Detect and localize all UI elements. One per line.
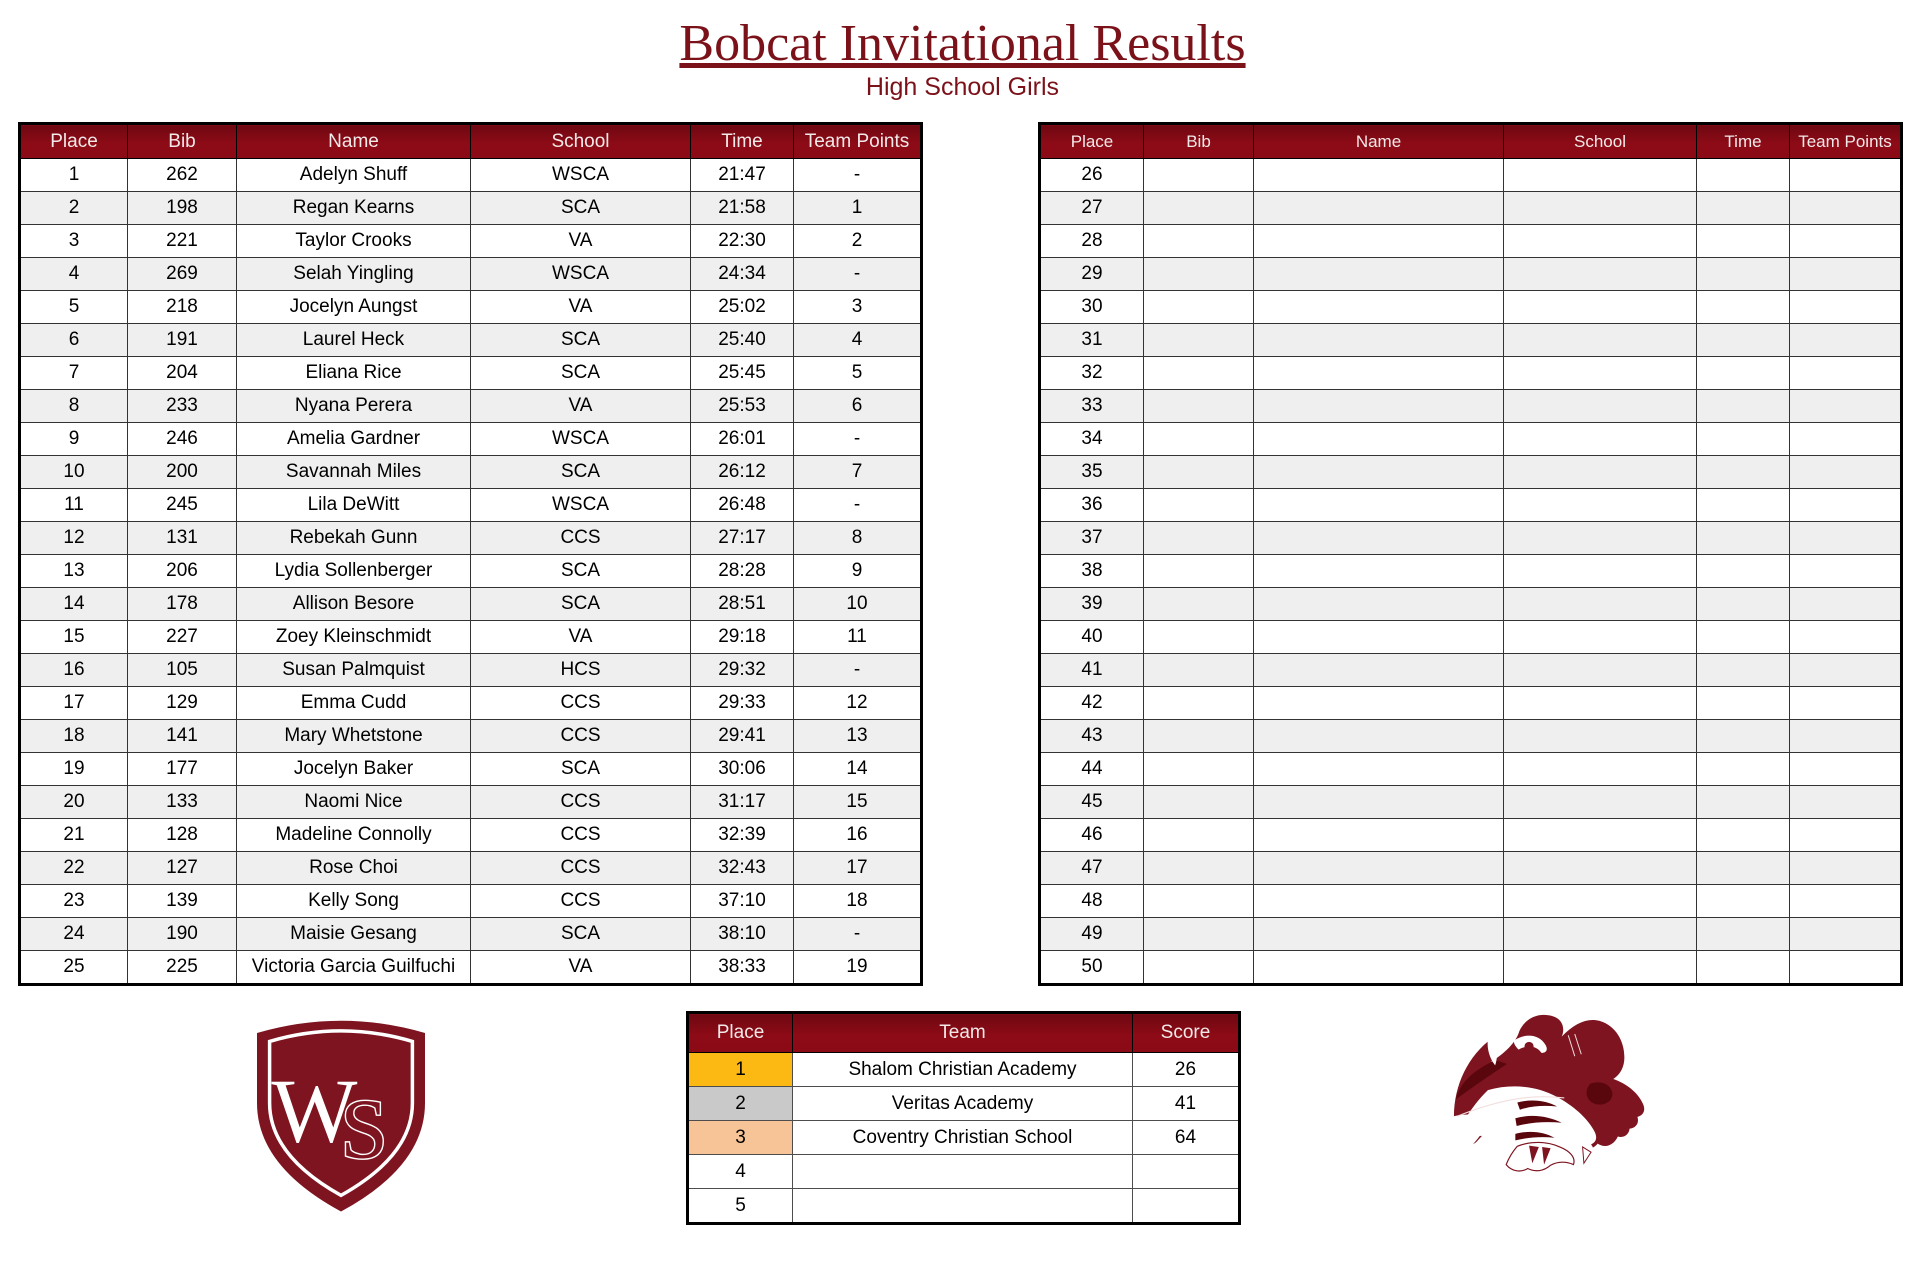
svg-text:S: S — [340, 1083, 388, 1177]
